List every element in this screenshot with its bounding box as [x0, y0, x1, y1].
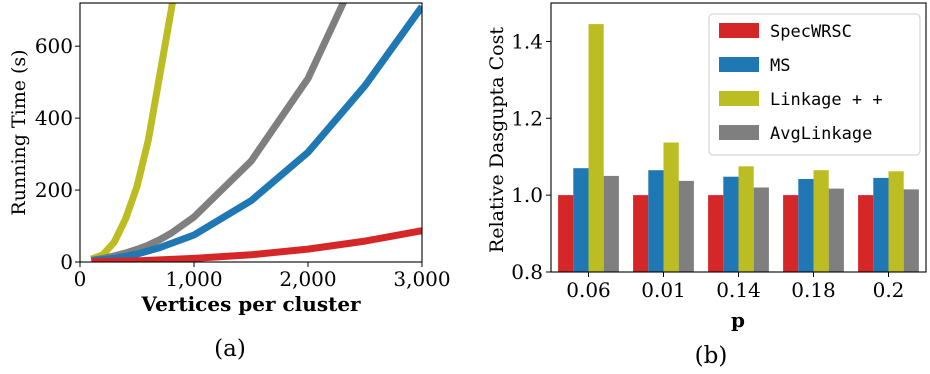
chart-b-bar — [588, 24, 604, 272]
legend-frame — [708, 13, 921, 156]
chart-a: 0 1,000 2,000 3,000 0 200 400 600 Vertices per… — [8, 2, 451, 362]
chart-b-bar — [678, 180, 694, 272]
chart-a-x-axis-label: Vertices per cluster — [140, 292, 361, 316]
chart-b-bar — [828, 188, 844, 272]
chart-b-bar — [888, 171, 904, 272]
legend-label: AvgLinkage — [770, 124, 872, 144]
chart-b-bar — [633, 195, 649, 272]
chart-a-line-blue — [91, 4, 422, 262]
chart-b-bar — [663, 142, 679, 272]
chart-a-line-red — [91, 227, 422, 262]
chart-b-bars — [558, 24, 919, 272]
chart-a-x-tick-label: 0 — [74, 267, 87, 291]
chart-b-bar — [753, 187, 769, 272]
chart-b-bar — [813, 170, 829, 272]
chart-b-bar — [723, 176, 739, 272]
chart-b-x-tick-label: 0.01 — [641, 278, 686, 302]
chart-b-y-ticks: 0.8 1.0 1.2 1.4 — [511, 29, 551, 284]
chart-b-y-tick-label: 1.4 — [511, 29, 543, 53]
chart-a-frame — [79, 2, 423, 263]
chart-b-bar — [783, 195, 799, 272]
chart-b-x-tick-label: 0.18 — [791, 278, 836, 302]
chart-b-bar — [573, 168, 589, 272]
legend-label: SpecWRSC — [770, 22, 852, 42]
legend-label: Linkage + + — [770, 90, 883, 110]
chart-a-y-tick-label: 600 — [35, 34, 73, 58]
chart-b-x-tick-label: 0.2 — [873, 278, 905, 302]
chart-a-x-tick-label: 3,000 — [393, 267, 450, 291]
legend-swatch — [719, 91, 759, 106]
chart-a-x-tick-label: 2,000 — [279, 267, 336, 291]
chart-b-y-tick-label: 0.8 — [511, 260, 543, 284]
chart-b: 0.06 0.01 0.14 0.18 0.2 0.8 1.0 1.2 1.4 p Relat… — [486, 2, 927, 369]
chart-b-bar — [558, 195, 574, 272]
chart-b-x-axis-label: p — [731, 308, 745, 332]
chart-b-bar — [738, 166, 754, 272]
chart-a-x-ticks: 0 1,000 2,000 3,000 — [74, 262, 451, 291]
chart-b-y-axis-label: Relative Dasgupta Cost — [486, 27, 508, 253]
chart-b-bar — [603, 175, 619, 272]
chart-b-bar — [873, 177, 889, 272]
chart-b-bar — [648, 170, 664, 272]
legend-label: MS — [770, 56, 790, 76]
chart-a-x-tick-label: 1,000 — [165, 267, 222, 291]
chart-a-y-axis-label: Running Time (s) — [8, 49, 30, 215]
chart-b-x-tick-label: 0.14 — [716, 278, 761, 302]
chart-b-x-ticks: 0.06 0.01 0.14 0.18 0.2 — [566, 272, 904, 302]
chart-b-caption: (b) — [695, 343, 728, 369]
chart-b-bar — [798, 179, 814, 272]
chart-b-bar — [708, 195, 724, 272]
chart-a-y-ticks: 0 200 400 600 — [35, 34, 80, 274]
chart-b-bar — [858, 195, 874, 272]
chart-b-x-tick-label: 0.06 — [566, 278, 611, 302]
chart-a-y-tick-label: 0 — [60, 250, 73, 274]
chart-b-y-tick-label: 1.2 — [511, 106, 543, 130]
chart-a-y-tick-label: 400 — [35, 106, 73, 130]
legend-swatch — [719, 23, 759, 38]
chart-b-legend: SpecWRSC MS Linkage + + AvgLinkage — [708, 13, 921, 156]
legend-swatch — [719, 125, 759, 140]
chart-b-y-tick-label: 1.0 — [511, 183, 543, 207]
legend-swatch — [719, 57, 759, 72]
chart-a-y-tick-label: 200 — [35, 178, 73, 202]
chart-b-bar — [903, 189, 919, 272]
chart-a-line-olive — [90, 3, 176, 262]
chart-a-lines — [90, 3, 422, 262]
chart-a-caption: (a) — [214, 336, 246, 362]
